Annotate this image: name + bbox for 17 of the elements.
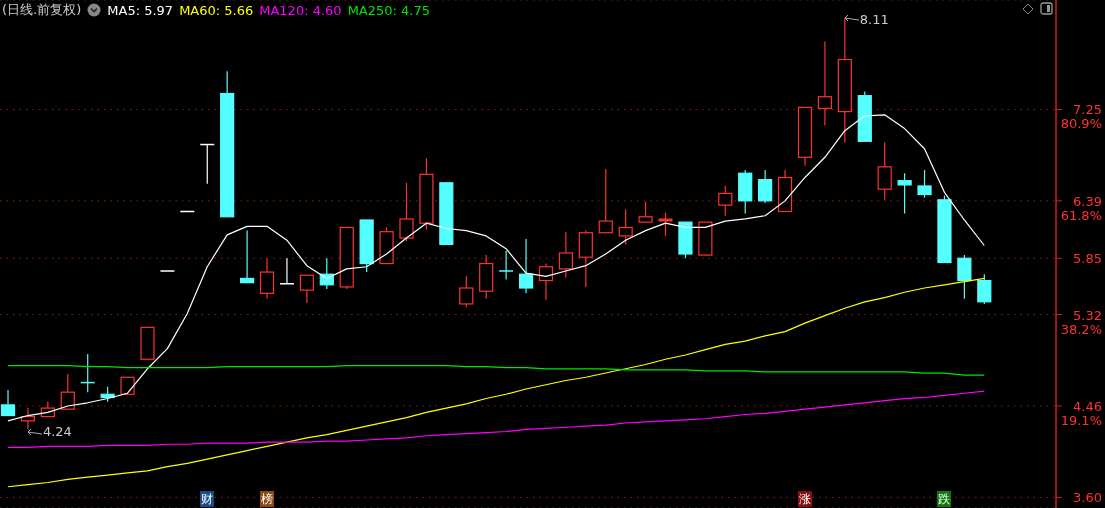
text: MA5: 5.97 (107, 2, 174, 18)
y-tick-label: 5.32 38.2% (1060, 307, 1102, 337)
y-tick-label: 6.39 61.8% (1060, 193, 1102, 223)
chart-title: (日线.前复权) (2, 1, 82, 19)
y-tick-label: 5.85 (1073, 251, 1102, 267)
annotation: 跌 (937, 491, 952, 507)
y-tick-label: 3.60 (1073, 490, 1102, 506)
annotation: 4.24 (42, 424, 72, 440)
y-tick-label: 4.46 19.1% (1060, 398, 1102, 428)
annotation: 财 (200, 491, 215, 507)
text: MA60: 5.66 (179, 2, 254, 18)
text: MA120: 4.60 (259, 2, 342, 18)
annotation: 8.11 (859, 12, 889, 28)
annotation: 榜 (259, 491, 274, 507)
annotation: 涨 (797, 491, 812, 507)
text: MA250: 4.75 (347, 2, 431, 18)
y-tick-label: 7.25 80.9% (1060, 102, 1102, 132)
